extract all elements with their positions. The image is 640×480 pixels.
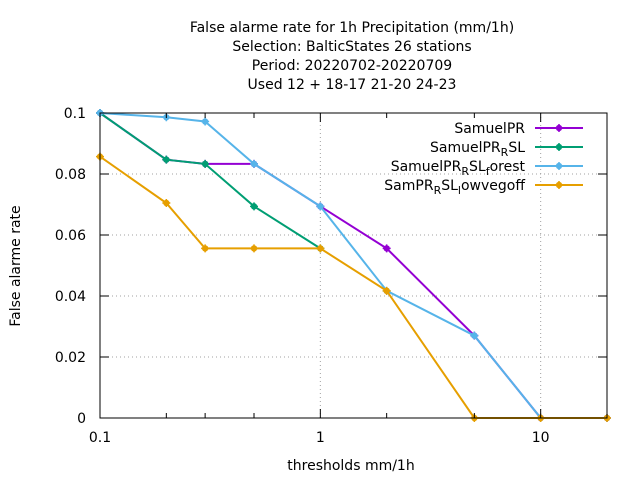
series-SamuelPR_RSL_forest [96,109,611,422]
data-point [162,155,171,164]
title-line: Selection: BalticStates 26 stations [232,39,471,55]
legend-marker [555,162,563,170]
data-point [162,198,171,207]
series-SamuelPR [96,109,611,422]
legend-label: SamuelPRRSLforest [391,159,526,178]
series-SamuelPR_RSL [96,109,325,253]
plot-frame [99,112,608,419]
data-point [382,286,391,295]
data-point [250,244,259,253]
grid [100,113,607,418]
chart-title: False alarme rate for 1h Precipitation (… [190,20,514,93]
y-tick-label: 0 [77,411,86,427]
x-axis-label: thresholds mm/1h [287,458,414,474]
data-point [201,244,210,253]
legend-marker [555,143,563,151]
data-point [382,244,391,253]
data-point [316,202,325,211]
legend-label: SamPRRSLlowvegoff [384,178,525,197]
legend-item: SamuelPRRSLforest [391,159,583,178]
x-tick-label: 10 [532,430,550,446]
axis-ticks: 0.1 1 10 0 0.02 0.04 0.06 0.08 0.1 [55,106,608,446]
y-axis-label: False alarme rate [8,205,24,326]
series-line [99,112,607,419]
title-line: Period: 20220702-20220709 [252,58,452,74]
y-tick-label: 0.1 [64,106,86,122]
y-tick-label: 0.02 [55,350,86,366]
y-tick-label: 0.06 [55,228,86,244]
data-point [250,159,259,168]
series-SamPR_RSL_lowvegoff [96,152,611,422]
y-tick-label: 0.08 [55,167,86,183]
data-point [470,331,479,340]
series-line [99,112,607,419]
data-point [201,159,210,168]
data-point [250,202,259,211]
data-point [316,244,325,253]
series-line [99,155,607,419]
title-line: False alarme rate for 1h Precipitation (… [190,20,514,36]
legend-item: SamuelPR [454,121,583,137]
data-point [201,117,210,126]
legend-item: SamPRRSLlowvegoff [384,178,583,197]
title-line: Used 12 + 18-17 21-20 24-23 [248,77,457,93]
legend-marker [555,124,563,132]
legend-marker [555,181,563,189]
series-lines [96,109,611,422]
y-tick-label: 0.04 [55,289,86,305]
x-tick-label: 1 [316,430,325,446]
legend-label: SamuelPR [454,121,525,137]
legend: SamuelPR SamuelPRRSLSamuelPRRSLforestSamP… [384,121,583,197]
x-tick-label: 0.1 [89,430,111,446]
legend-item: SamuelPRRSL [430,140,583,159]
legend-label: SamuelPRRSL [430,140,525,159]
